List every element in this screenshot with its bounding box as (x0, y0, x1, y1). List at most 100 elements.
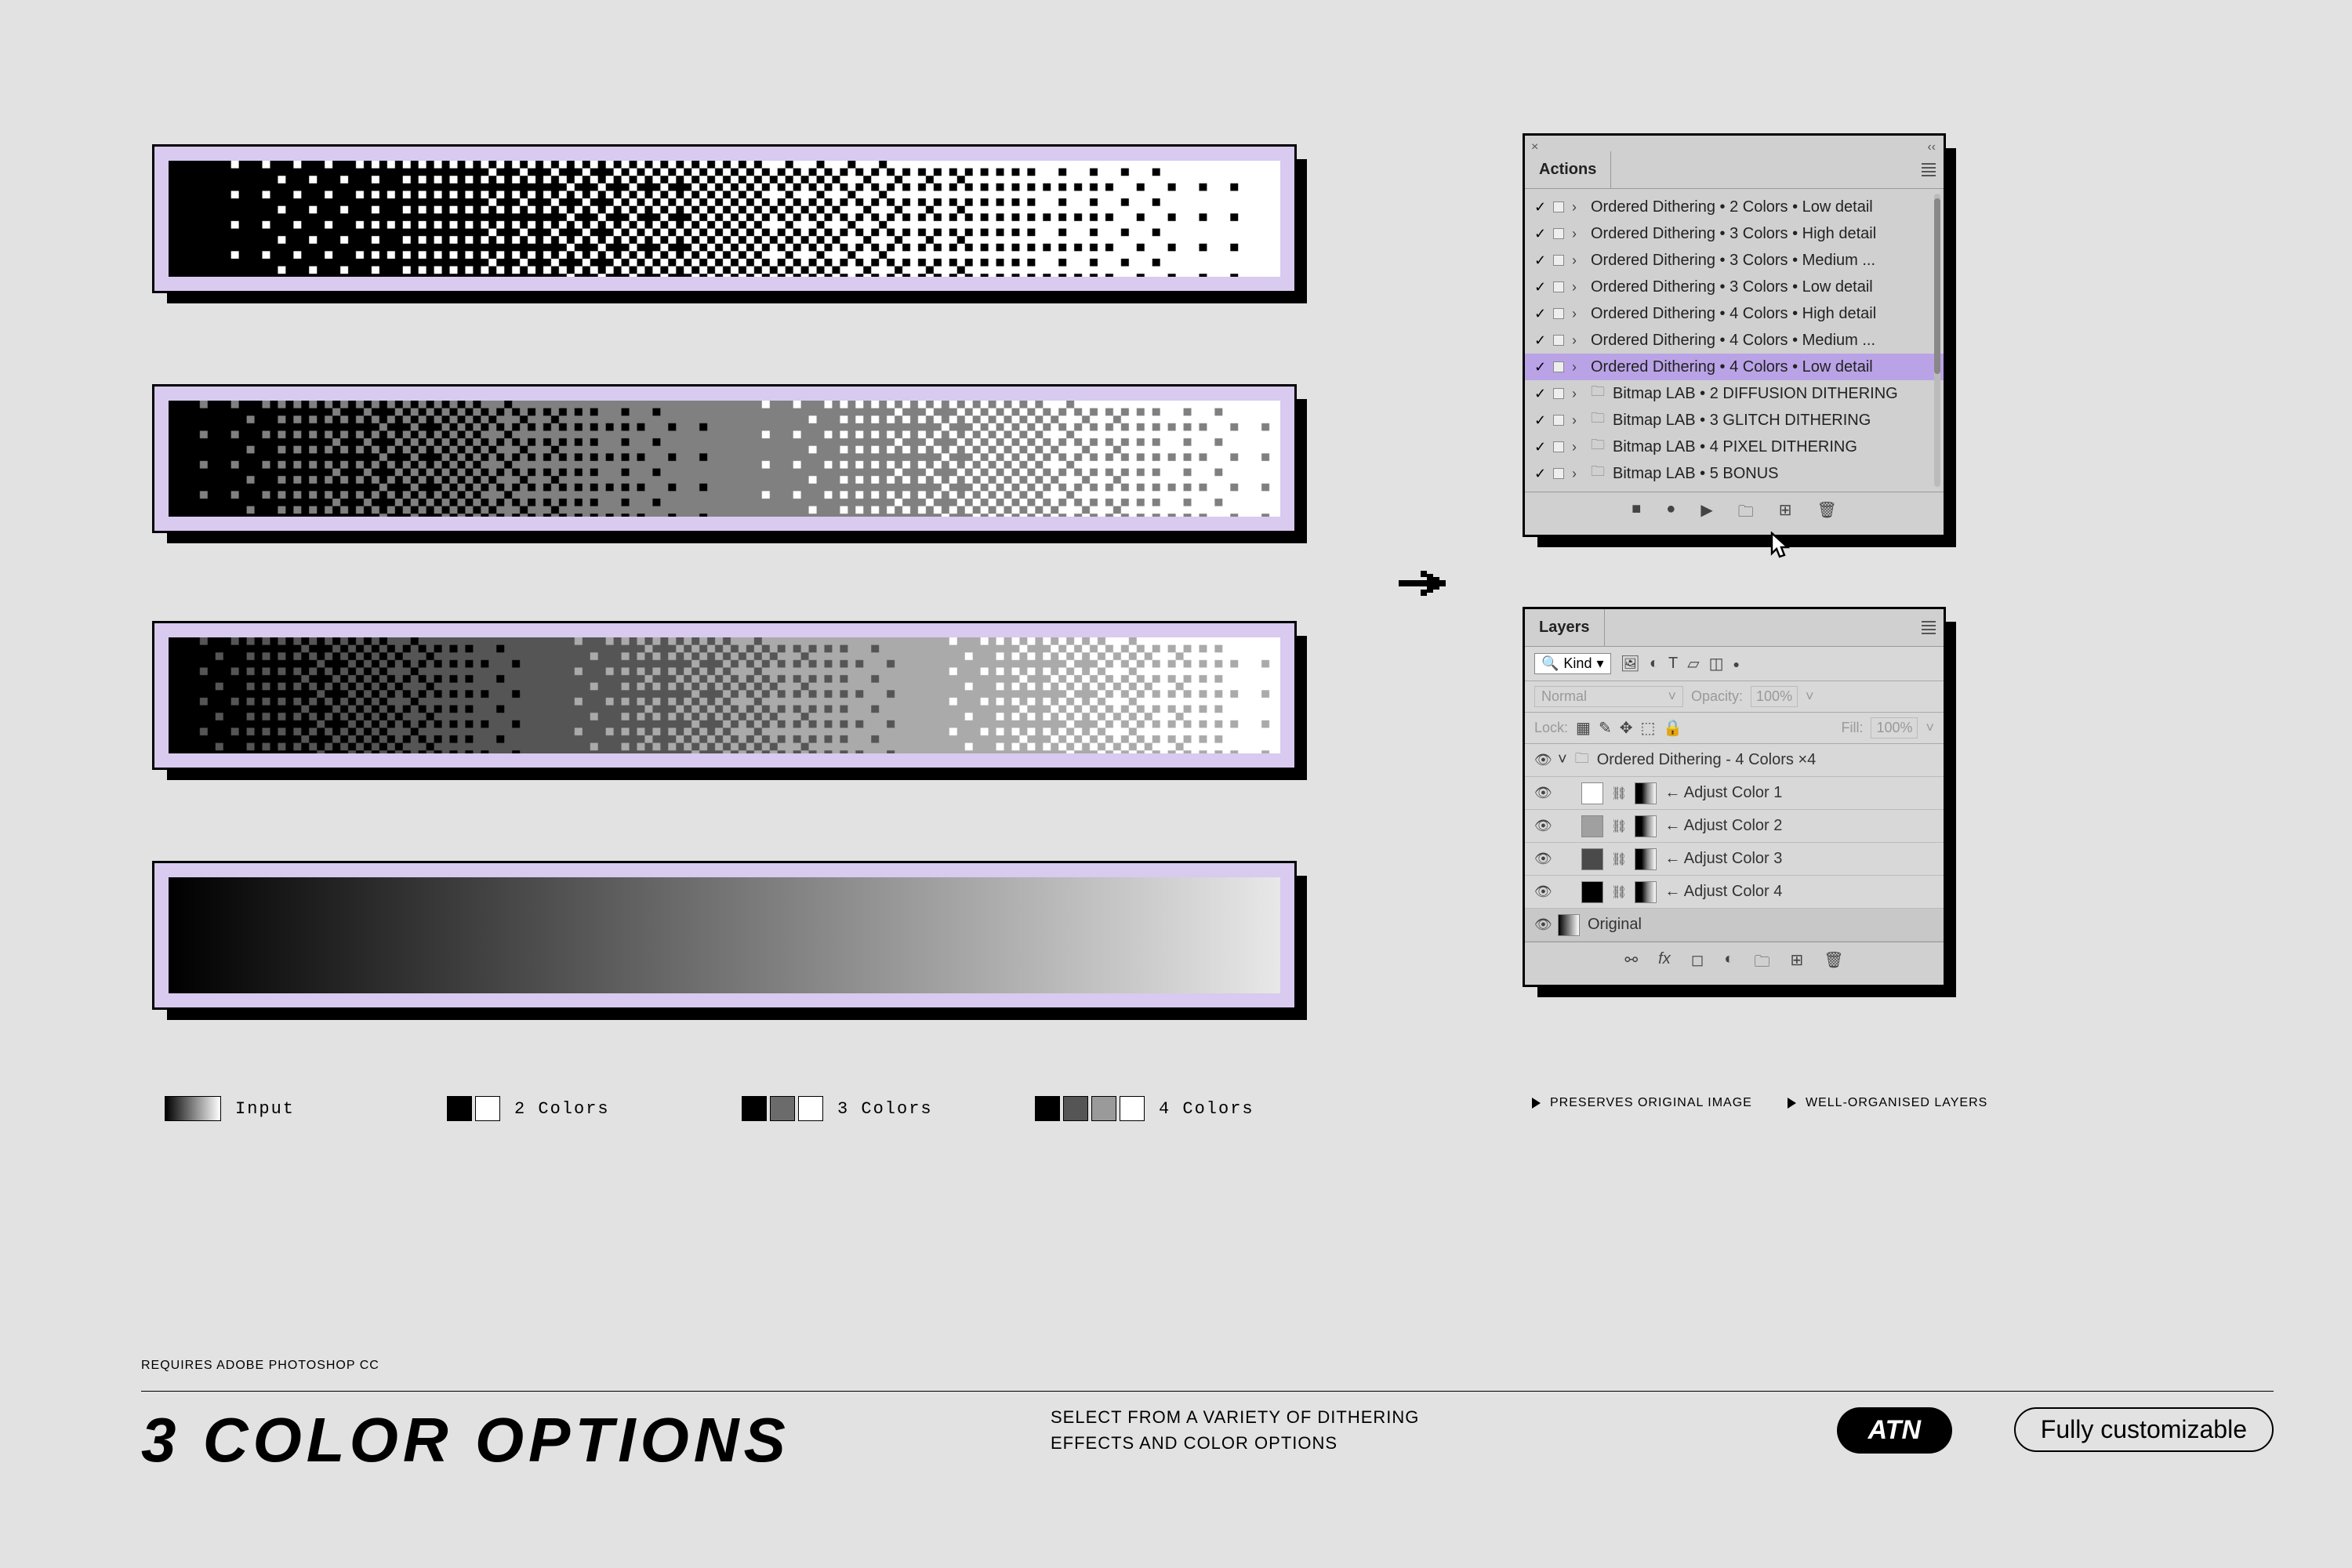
toggle-icon[interactable] (1553, 415, 1564, 426)
collapse-icon[interactable]: ‹‹ (1927, 140, 1936, 154)
eye-icon[interactable]: 👁 (1534, 884, 1550, 900)
layer-item[interactable]: 👁 ⛓ ← Adjust Color 2 (1525, 810, 1944, 843)
layers-footer: ⚯ fx ◻ ◐ 🗀 ⊞ 🗑 (1525, 942, 1944, 985)
layer-original[interactable]: 👁 Original (1525, 909, 1944, 942)
chevron-right-icon[interactable]: › (1572, 306, 1583, 322)
action-row[interactable]: ✓ › 🗀 Bitmap LAB • 4 PIXEL DITHERING (1525, 434, 1944, 460)
atn-badge: ATN (1837, 1407, 1952, 1454)
mask-icon[interactable]: ◻ (1691, 950, 1704, 977)
toggle-icon[interactable] (1553, 228, 1564, 239)
action-row[interactable]: ✓ › Ordered Dithering • 4 Colors • Low d… (1525, 354, 1944, 380)
chevron-right-icon[interactable]: › (1572, 332, 1583, 349)
filter-indicator-icon[interactable]: ● (1733, 658, 1740, 670)
lock-brush-icon[interactable]: ✎ (1599, 718, 1612, 738)
action-row[interactable]: ✓ › 🗀 Bitmap LAB • 5 BONUS (1525, 460, 1944, 487)
check-icon[interactable]: ✓ (1534, 359, 1545, 376)
lock-nest-icon[interactable]: ⬚ (1640, 718, 1655, 738)
fx-icon[interactable]: fx (1658, 950, 1671, 977)
filter-image-icon[interactable]: 🖼 (1621, 654, 1640, 673)
action-row[interactable]: ✓ › 🗀 Bitmap LAB • 2 DIFFUSION DITHERING (1525, 380, 1944, 407)
record-icon[interactable]: ● (1666, 500, 1675, 527)
toggle-icon[interactable] (1553, 388, 1564, 399)
blend-mode-select[interactable]: Normal˅ (1534, 686, 1683, 707)
adjust-icon[interactable]: ◐ (1724, 950, 1733, 977)
action-row[interactable]: ✓ › 🗀 Bitmap LAB • 3 GLITCH DITHERING (1525, 407, 1944, 434)
action-row[interactable]: ✓ › Ordered Dithering • 2 Colors • Low d… (1525, 194, 1944, 220)
chevron-right-icon[interactable]: › (1572, 279, 1583, 296)
kind-select[interactable]: 🔍Kind▾ (1534, 653, 1611, 674)
filter-adjust-icon[interactable]: ◐ (1650, 655, 1659, 673)
eye-icon[interactable]: 👁 (1534, 818, 1550, 834)
layer-group[interactable]: 👁 ˅ 🗀 Ordered Dithering - 4 Colors ×4 (1525, 744, 1944, 777)
blend-mode-value: Normal (1541, 688, 1587, 705)
check-icon[interactable]: ✓ (1534, 306, 1545, 322)
panel-menu-icon[interactable] (1922, 621, 1936, 634)
action-row[interactable]: ✓ › Ordered Dithering • 3 Colors • Mediu… (1525, 247, 1944, 274)
filter-smart-icon[interactable]: ◫ (1709, 654, 1724, 673)
new-layer-icon[interactable]: ⊞ (1790, 950, 1803, 977)
subtitle-line2: EFFECTS AND COLOR OPTIONS (1051, 1430, 1419, 1456)
eye-icon[interactable]: 👁 (1534, 851, 1550, 867)
new-folder-icon[interactable]: 🗀 (1738, 500, 1754, 527)
new-group-icon[interactable]: 🗀 (1754, 950, 1769, 977)
check-icon[interactable]: ✓ (1534, 199, 1545, 216)
actions-tab[interactable]: Actions (1525, 151, 1611, 188)
play-icon[interactable]: ▶ (1700, 500, 1712, 527)
fill-input[interactable]: 100% (1871, 717, 1918, 739)
layers-tab[interactable]: Layers (1525, 609, 1605, 646)
chevron-down-icon[interactable]: ˅ (1558, 751, 1567, 769)
chevron-right-icon[interactable]: › (1572, 199, 1583, 216)
requires-text: REQUIRES ADOBE PHOTOSHOP CC (141, 1359, 379, 1373)
layer-item[interactable]: 👁 ⛓ ← Adjust Color 1 (1525, 777, 1944, 810)
check-icon[interactable]: ✓ (1534, 466, 1545, 482)
opacity-input[interactable]: 100% (1751, 686, 1798, 707)
toggle-icon[interactable] (1553, 201, 1564, 212)
chevron-right-icon[interactable]: › (1572, 386, 1583, 402)
action-row[interactable]: ✓ › Ordered Dithering • 3 Colors • High … (1525, 220, 1944, 247)
toggle-icon[interactable] (1553, 308, 1564, 319)
stop-icon[interactable]: ■ (1632, 500, 1641, 527)
chevron-right-icon[interactable]: › (1572, 466, 1583, 482)
scrollbar[interactable] (1934, 194, 1940, 487)
toggle-icon[interactable] (1553, 361, 1564, 372)
check-icon[interactable]: ✓ (1534, 439, 1545, 456)
filter-type-icon[interactable]: T (1668, 655, 1678, 673)
action-row[interactable]: ✓ › Ordered Dithering • 3 Colors • Low d… (1525, 274, 1944, 300)
layer-item[interactable]: 👁 ⛓ ← Adjust Color 3 (1525, 843, 1944, 876)
eye-icon[interactable]: 👁 (1534, 916, 1550, 933)
filter-shape-icon[interactable]: ▱ (1687, 654, 1699, 673)
new-action-icon[interactable]: ⊞ (1779, 500, 1792, 527)
chevron-right-icon[interactable]: › (1572, 226, 1583, 242)
chevron-right-icon[interactable]: › (1572, 359, 1583, 376)
toggle-icon[interactable] (1553, 255, 1564, 266)
toggle-icon[interactable] (1553, 335, 1564, 346)
action-row[interactable]: ✓ › Ordered Dithering • 4 Colors • Mediu… (1525, 327, 1944, 354)
chevron-right-icon[interactable]: › (1572, 412, 1583, 429)
trash-icon[interactable]: 🗑 (1824, 950, 1843, 977)
check-icon[interactable]: ✓ (1534, 252, 1545, 269)
check-icon[interactable]: ✓ (1534, 279, 1545, 296)
lock-move-icon[interactable]: ✥ (1620, 718, 1633, 738)
panel-menu-icon[interactable] (1922, 163, 1936, 176)
check-icon[interactable]: ✓ (1534, 412, 1545, 429)
close-icon[interactable]: × (1531, 140, 1538, 154)
eye-icon[interactable]: 👁 (1534, 785, 1550, 801)
trash-icon[interactable]: 🗑 (1817, 500, 1836, 527)
layer-item[interactable]: 👁 ⛓ ← Adjust Color 4 (1525, 876, 1944, 909)
check-icon[interactable]: ✓ (1534, 386, 1545, 402)
toggle-icon[interactable] (1553, 281, 1564, 292)
check-icon[interactable]: ✓ (1534, 226, 1545, 242)
swatch-black (742, 1096, 767, 1121)
toggle-icon[interactable] (1553, 468, 1564, 479)
link-icon[interactable]: ⚯ (1624, 950, 1638, 977)
layer-thumb (1581, 848, 1603, 870)
eye-icon[interactable]: 👁 (1534, 752, 1550, 768)
lock-trans-icon[interactable]: ▦ (1576, 718, 1591, 738)
action-label: Bitmap LAB • 2 DIFFUSION DITHERING (1613, 385, 1934, 403)
chevron-right-icon[interactable]: › (1572, 439, 1583, 456)
chevron-right-icon[interactable]: › (1572, 252, 1583, 269)
check-icon[interactable]: ✓ (1534, 332, 1545, 349)
toggle-icon[interactable] (1553, 441, 1564, 452)
action-row[interactable]: ✓ › Ordered Dithering • 4 Colors • High … (1525, 300, 1944, 327)
lock-all-icon[interactable]: 🔒 (1663, 718, 1682, 738)
